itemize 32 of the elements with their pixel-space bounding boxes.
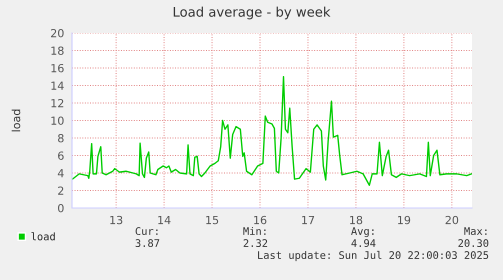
text: 2.32: [244, 239, 268, 248]
text: Max:: [464, 227, 486, 236]
text: 3.87: [136, 239, 160, 248]
y-tick-label: 12: [51, 98, 64, 108]
x-tick-label: 16: [254, 216, 266, 224]
y-tick-label: 14: [51, 82, 64, 90]
y-tick-label: 16: [51, 64, 64, 72]
y-tick-label: 4: [58, 169, 64, 178]
y-tick-label: 6: [58, 151, 64, 160]
x-tick-label: 15: [206, 216, 218, 224]
y-axis-title: load: [12, 110, 20, 132]
text: 4.94: [351, 239, 376, 248]
y-tick-label: 8: [58, 134, 64, 142]
text: Min:: [243, 226, 266, 235]
y-tick-label: 0: [58, 204, 64, 212]
chart-title: Load average - by week: [174, 6, 330, 20]
y-tick-label: 10: [51, 116, 64, 125]
line-series: [72, 76, 472, 186]
text: Last update: Sun Jul 20 22:00:03 2025: [258, 250, 488, 262]
text: 20.30: [458, 239, 488, 248]
text: Cur:: [136, 227, 158, 236]
x-tick-label: 14: [158, 216, 171, 224]
y-tick-label: 18: [51, 46, 64, 55]
y-tick-label: 2: [58, 186, 64, 195]
y-tick-label: 20: [51, 28, 64, 38]
x-tick-label: 13: [110, 216, 122, 224]
x-tick-label: 17: [302, 216, 314, 224]
x-tick-label: 18: [350, 216, 362, 224]
text: Avg:: [351, 227, 374, 238]
legend-label: load: [31, 232, 55, 240]
x-tick-label: 19: [398, 216, 410, 224]
x-tick-label: 20: [446, 216, 458, 224]
